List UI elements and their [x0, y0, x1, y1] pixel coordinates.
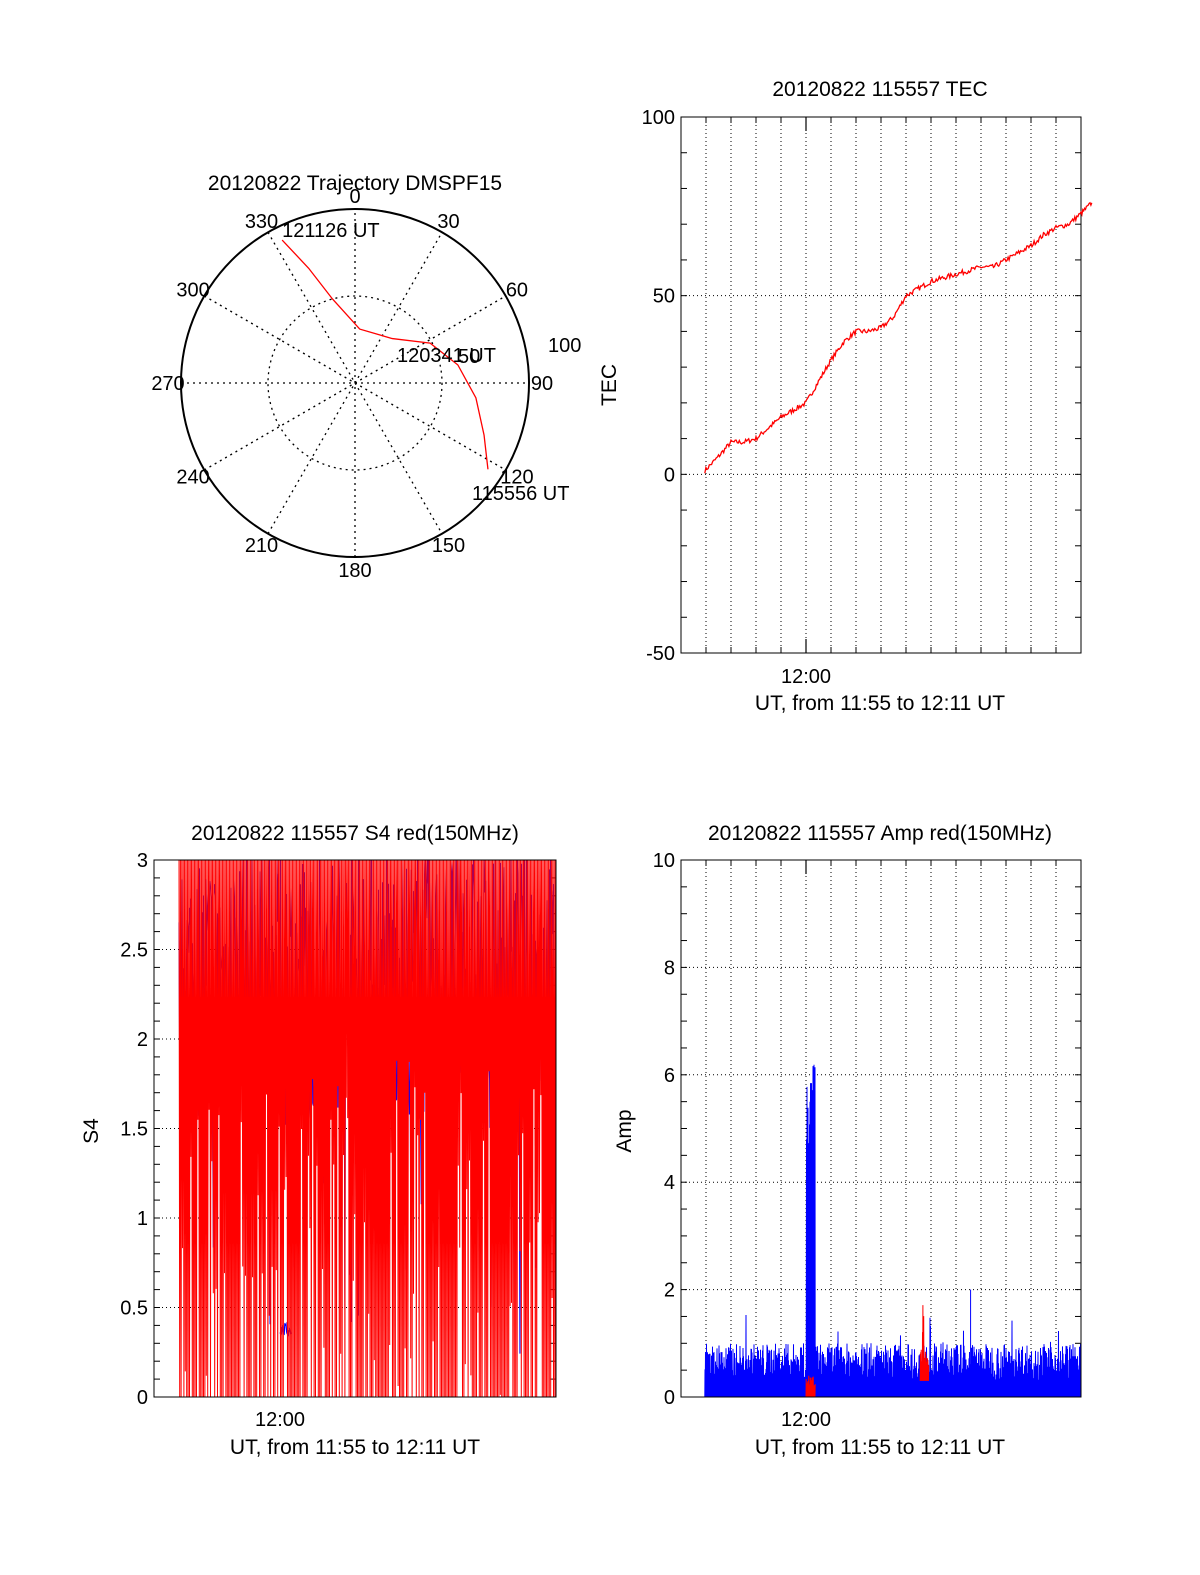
tec-frame: [680, 116, 1082, 654]
trajectory-label: 120341 UT: [397, 345, 496, 367]
polar-angle-tick-270: 270: [151, 373, 184, 395]
tec-ytick-label: -50: [646, 643, 675, 665]
s4-y-ticks: 0 0.5 1 1.5 2 2.5 3: [120, 850, 148, 1409]
s4-frame: [153, 859, 557, 1398]
s4-ytick-label: 2.5: [120, 940, 148, 962]
amp-red-burst: [805, 1375, 816, 1398]
amp-red-series: [805, 1305, 930, 1398]
s4-ytick-label: 1.5: [120, 1119, 148, 1141]
polar-angle-tick-90: 90: [531, 373, 553, 395]
amp-blue-series: [704, 1064, 1082, 1398]
tec-ytick-label: 50: [653, 286, 675, 308]
trajectory-line: [281, 239, 489, 470]
trajectory-panel: 20120822 Trajectory DMSPF15 0 30 60 90 120 15…: [151, 172, 581, 582]
s4-ylabel: S4: [80, 1118, 103, 1144]
s4-ytick-label: 3: [137, 850, 148, 872]
trajectory-labels: 121126 UT 120341 UT 115556 UT: [282, 220, 569, 505]
tec-ylabel: TEC: [598, 364, 621, 406]
tec-ytick-label: 0: [664, 464, 675, 486]
radial-tick-100: 100: [548, 335, 581, 357]
polar-angle-tick-60: 60: [506, 280, 528, 302]
s4-xtick-1200: 12:00: [255, 1409, 305, 1431]
s4-ytick-label: 1: [137, 1208, 148, 1230]
s4-ytick-label: 2: [137, 1029, 148, 1051]
s4-panel: 20120822 115557 S4 red(150MHz) 0 0.5 1 1.5 2…: [80, 822, 557, 1459]
amp-blue-trace: [704, 1064, 1082, 1398]
polar-grid: [180, 208, 530, 558]
tec-series-line: [704, 201, 1093, 474]
s4-title: 20120822 115557 S4 red(150MHz): [191, 822, 519, 845]
amp-ytick-label: 6: [664, 1065, 675, 1087]
tec-title: 20120822 115557 TEC: [772, 78, 987, 101]
amp-ytick-label: 0: [664, 1387, 675, 1409]
radial-tick-50: 50: [458, 346, 480, 368]
amp-title: 20120822 115557 Amp red(150MHz): [708, 822, 1052, 845]
amp-panel: 20120822 115557 Amp red(150MHz) 0246810 …: [613, 822, 1082, 1459]
amp-ytick-label: 10: [653, 850, 675, 872]
polar-spoke: [267, 231, 443, 535]
trajectory-title: 20120822 Trajectory DMSPF15: [208, 172, 502, 195]
polar-angle-tick-240: 240: [176, 467, 209, 489]
tec-y-ticks: -50 0 50 100: [642, 107, 675, 665]
polar-angle-tick-180: 180: [338, 560, 371, 582]
amp-ylabel: Amp: [613, 1109, 636, 1152]
polar-angle-tick-120: 120: [500, 467, 533, 489]
amp-ytick-label: 4: [664, 1172, 675, 1194]
tec-xtick-1200: 12:00: [781, 666, 831, 688]
amp-xtick-1200: 12:00: [781, 1409, 831, 1431]
tec-xlabel: UT, from 11:55 to 12:11 UT: [755, 692, 1005, 715]
amp-red-peak: [919, 1305, 930, 1381]
amp-frame: [680, 859, 1082, 1398]
s4-xlabel: UT, from 11:55 to 12:11 UT: [230, 1436, 480, 1459]
tec-ytick-label: 100: [642, 107, 675, 129]
amp-y-ticks: 0 2 4 6 8 10: [653, 850, 675, 1409]
polar-angle-tick-330: 330: [245, 211, 278, 233]
s4-red-trace: [178, 860, 556, 1397]
s4-ytick-label: 0: [137, 1387, 148, 1409]
polar-angle-tick-150: 150: [432, 535, 465, 557]
polar-angle-tick-0: 0: [349, 186, 360, 208]
trajectory-label: 115556 UT: [472, 483, 569, 505]
amp-ytick-label: 8: [664, 957, 675, 979]
tec-panel: 20120822 115557 TEC -50 0 50 100 12:00 UT, …: [598, 78, 1093, 715]
polar-angle-tick-30: 30: [437, 211, 459, 233]
polar-angle-tick-210: 210: [245, 535, 278, 557]
s4-ytick-label: 0.5: [120, 1298, 148, 1320]
amp-ytick-label: 2: [664, 1280, 675, 1302]
polar-inner-circle: [267, 295, 443, 471]
trajectory-label: 121126 UT: [282, 220, 379, 242]
polar-angle-ticks: 0 30 60 90 120 150 180 210 240 270 300 330: [151, 186, 553, 582]
amp-xlabel: UT, from 11:55 to 12:11 UT: [755, 1436, 1005, 1459]
polar-angle-tick-300: 300: [176, 280, 209, 302]
amp-grid: [680, 859, 1082, 1398]
s4-red-series: [178, 860, 556, 1397]
tec-grid: [680, 116, 1082, 654]
